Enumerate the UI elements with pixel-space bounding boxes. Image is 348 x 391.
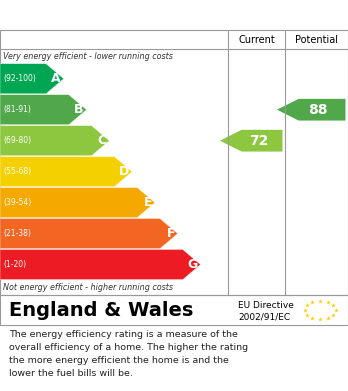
Polygon shape bbox=[220, 130, 283, 152]
Text: Energy Efficiency Rating: Energy Efficiency Rating bbox=[9, 7, 211, 23]
Text: (69-80): (69-80) bbox=[3, 136, 32, 145]
Polygon shape bbox=[0, 156, 132, 187]
Polygon shape bbox=[0, 219, 178, 249]
Polygon shape bbox=[0, 126, 109, 156]
Text: Very energy efficient - lower running costs: Very energy efficient - lower running co… bbox=[3, 52, 173, 61]
Text: (1-20): (1-20) bbox=[3, 260, 26, 269]
Text: (39-54): (39-54) bbox=[3, 198, 32, 207]
Text: D: D bbox=[119, 165, 129, 178]
Polygon shape bbox=[0, 95, 87, 125]
Text: B: B bbox=[74, 103, 84, 116]
Text: (55-68): (55-68) bbox=[3, 167, 32, 176]
Text: (92-100): (92-100) bbox=[3, 74, 36, 83]
Polygon shape bbox=[0, 249, 200, 280]
Text: F: F bbox=[166, 227, 175, 240]
Text: The energy efficiency rating is a measure of the
overall efficiency of a home. T: The energy efficiency rating is a measur… bbox=[9, 330, 248, 378]
Polygon shape bbox=[0, 188, 155, 218]
Polygon shape bbox=[0, 64, 64, 94]
Text: Not energy efficient - higher running costs: Not energy efficient - higher running co… bbox=[3, 283, 173, 292]
Text: C: C bbox=[97, 134, 106, 147]
Polygon shape bbox=[277, 99, 346, 120]
Text: (21-38): (21-38) bbox=[3, 229, 31, 238]
Text: Potential: Potential bbox=[295, 34, 338, 45]
Text: (81-91): (81-91) bbox=[3, 105, 31, 114]
Text: A: A bbox=[52, 72, 61, 85]
Text: 88: 88 bbox=[308, 103, 327, 117]
Text: 2002/91/EC: 2002/91/EC bbox=[238, 313, 291, 322]
Text: E: E bbox=[144, 196, 152, 209]
Text: England & Wales: England & Wales bbox=[9, 301, 193, 319]
Text: EU Directive: EU Directive bbox=[238, 301, 294, 310]
Text: 72: 72 bbox=[249, 134, 268, 148]
Text: Current: Current bbox=[238, 34, 275, 45]
Text: G: G bbox=[188, 258, 198, 271]
